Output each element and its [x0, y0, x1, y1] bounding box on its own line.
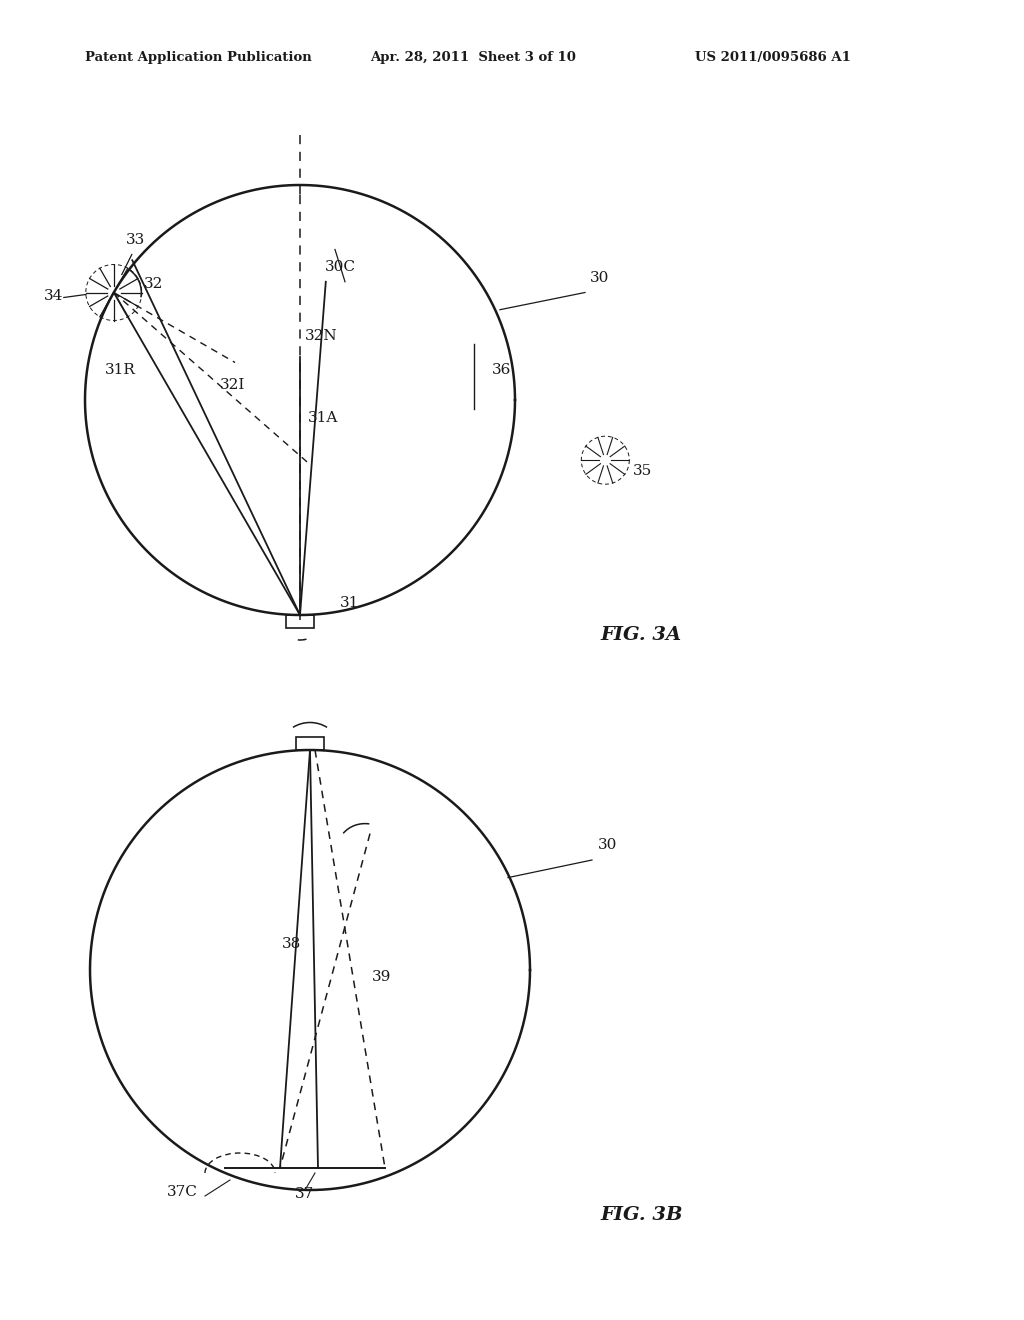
Text: FIG. 3A: FIG. 3A	[600, 626, 681, 644]
Text: 33: 33	[126, 234, 145, 248]
Text: Patent Application Publication: Patent Application Publication	[85, 51, 311, 65]
Bar	[296, 737, 324, 750]
Text: 37C: 37C	[167, 1185, 198, 1199]
Text: 30: 30	[590, 271, 609, 285]
Text: 35: 35	[633, 465, 652, 478]
Text: 38: 38	[282, 937, 301, 950]
Text: US 2011/0095686 A1: US 2011/0095686 A1	[695, 51, 851, 65]
Text: FIG. 3B: FIG. 3B	[600, 1206, 683, 1224]
Text: 32: 32	[143, 276, 163, 290]
Text: 31R: 31R	[105, 363, 136, 378]
Text: 31: 31	[340, 597, 359, 610]
Text: 34: 34	[44, 289, 63, 304]
Text: 39: 39	[372, 970, 391, 983]
Text: 31A: 31A	[308, 411, 338, 425]
Text: Apr. 28, 2011  Sheet 3 of 10: Apr. 28, 2011 Sheet 3 of 10	[370, 51, 575, 65]
Text: 37: 37	[295, 1187, 314, 1201]
Text: 36: 36	[492, 363, 511, 376]
Text: 30C: 30C	[325, 260, 356, 275]
Text: 30: 30	[598, 838, 617, 851]
Text: 32N: 32N	[305, 329, 338, 343]
Text: 32I: 32I	[220, 379, 246, 392]
Bar	[286, 615, 314, 628]
